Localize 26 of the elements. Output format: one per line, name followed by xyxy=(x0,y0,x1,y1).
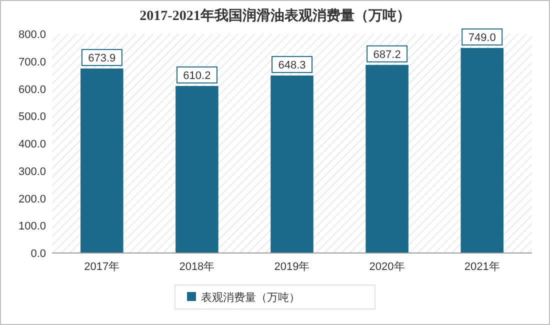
x-tick-label: 2020年 xyxy=(369,261,405,273)
y-tick-label: 200.0 xyxy=(18,193,46,206)
bar xyxy=(460,48,504,253)
data-label: 687.2 xyxy=(373,48,401,61)
legend-label: 表观消费量（万吨） xyxy=(201,291,300,304)
x-tick-label: 2017年 xyxy=(84,261,120,273)
data-label: 749.0 xyxy=(468,32,496,44)
y-tick-label: 500.0 xyxy=(18,111,46,124)
y-tick-label: 600.0 xyxy=(18,84,46,96)
chart-title: 2017-2021年我国润滑油表观消费量（万吨） xyxy=(140,7,410,24)
bar xyxy=(176,86,218,253)
y-tick-label: 300.0 xyxy=(18,166,46,178)
y-tick-label: 100.0 xyxy=(18,220,46,233)
y-tick-label: 400.0 xyxy=(18,138,46,150)
y-tick-label: 0.0 xyxy=(30,248,46,260)
x-tick-label: 2021年 xyxy=(464,261,500,273)
x-tick-label: 2019年 xyxy=(274,261,310,273)
data-label: 673.9 xyxy=(88,52,116,65)
y-tick-label: 700.0 xyxy=(18,56,46,68)
bar xyxy=(80,68,124,253)
bar xyxy=(270,76,314,253)
y-tick-label: 800.0 xyxy=(18,29,46,41)
bar xyxy=(366,64,408,253)
data-label: 648.3 xyxy=(278,60,306,72)
x-tick-label: 2018年 xyxy=(179,261,215,273)
data-label: 610.2 xyxy=(183,70,211,82)
